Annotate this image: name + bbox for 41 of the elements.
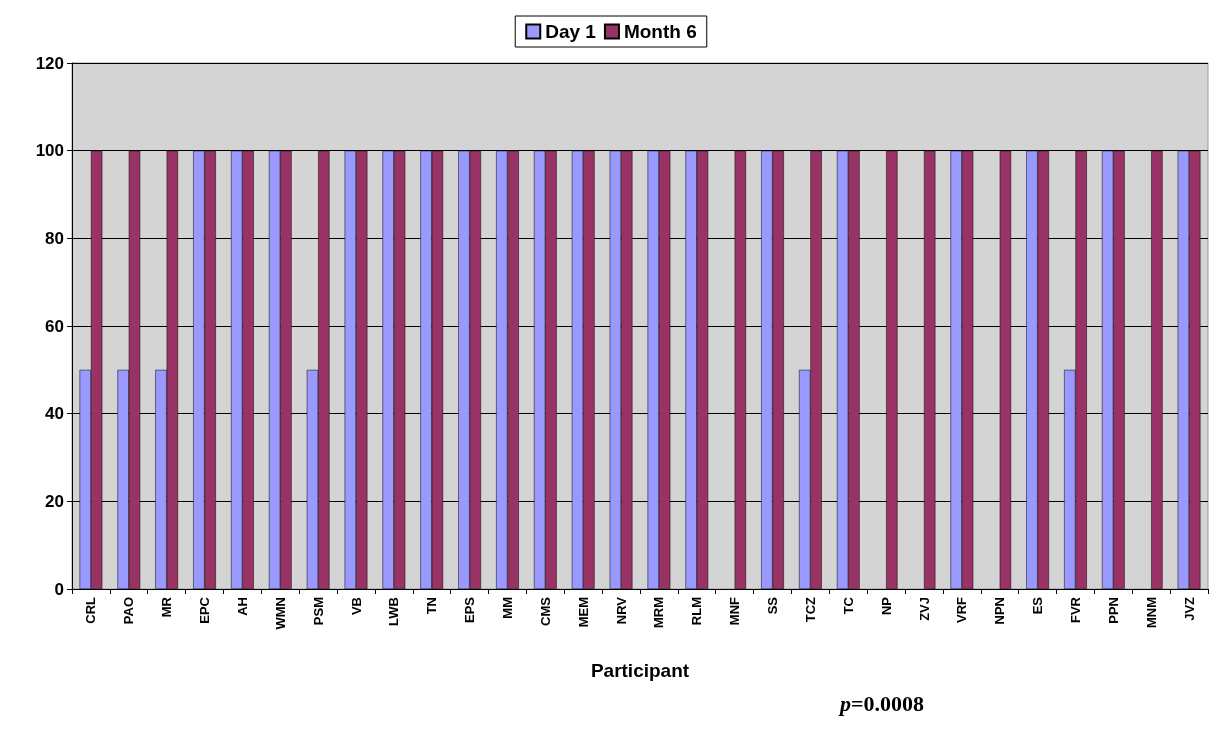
x-tick-label: MM xyxy=(499,597,515,619)
x-tick-label: MNM xyxy=(1143,597,1159,629)
x-tick-label: CRL xyxy=(83,596,99,624)
y-tick-label: 0 xyxy=(54,579,64,599)
x-tick-label: WMN xyxy=(272,597,288,630)
x-tick-label: PPN xyxy=(1105,597,1121,624)
x-tick-label: MNF xyxy=(727,596,743,626)
legend-label: Month 6 xyxy=(623,21,697,42)
x-tick-label: MR xyxy=(159,596,175,618)
x-tick-label: NPN xyxy=(992,597,1008,625)
x-tick-label: ES xyxy=(1030,596,1046,615)
x-tick-label: MRM xyxy=(651,597,667,629)
legend-label: Day 1 xyxy=(545,21,597,42)
x-axis-title: Participant xyxy=(590,660,690,681)
y-tick-label: 60 xyxy=(45,316,64,336)
x-tick-label: TCZ xyxy=(802,596,818,623)
x-tick-label: AH xyxy=(234,597,250,616)
x-tick-label: LWB xyxy=(386,597,402,626)
x-tick-label: TN xyxy=(424,597,440,615)
x-tick-label: EPC xyxy=(197,596,213,624)
x-tick-label: SS xyxy=(765,596,781,615)
y-tick-label: 80 xyxy=(45,228,64,248)
x-tick-label: TC xyxy=(840,596,856,615)
x-tick-label: EPS xyxy=(462,596,478,624)
x-tick-label: PSM xyxy=(310,597,326,626)
x-tick-label: RLM xyxy=(689,597,705,626)
x-tick-label: PAO xyxy=(121,597,137,625)
y-tick-label: 120 xyxy=(35,53,64,73)
x-tick-label: JVZ xyxy=(1181,596,1197,621)
y-tick-label: 100 xyxy=(35,141,64,161)
x-tick-label: CMS xyxy=(537,596,553,626)
y-tick-label: 40 xyxy=(45,404,64,424)
x-tick-label: VRF xyxy=(954,596,970,623)
x-tick-label: NRV xyxy=(613,596,629,625)
x-tick-label: MEM xyxy=(575,597,591,628)
x-tick-label: FVR xyxy=(1067,596,1083,623)
text: p=0.0008 xyxy=(837,690,925,716)
x-tick-label: NP xyxy=(878,596,894,616)
y-tick-label: 20 xyxy=(45,491,64,511)
x-tick-label: ZVJ xyxy=(916,597,932,621)
x-tick-label: VB xyxy=(348,597,364,616)
